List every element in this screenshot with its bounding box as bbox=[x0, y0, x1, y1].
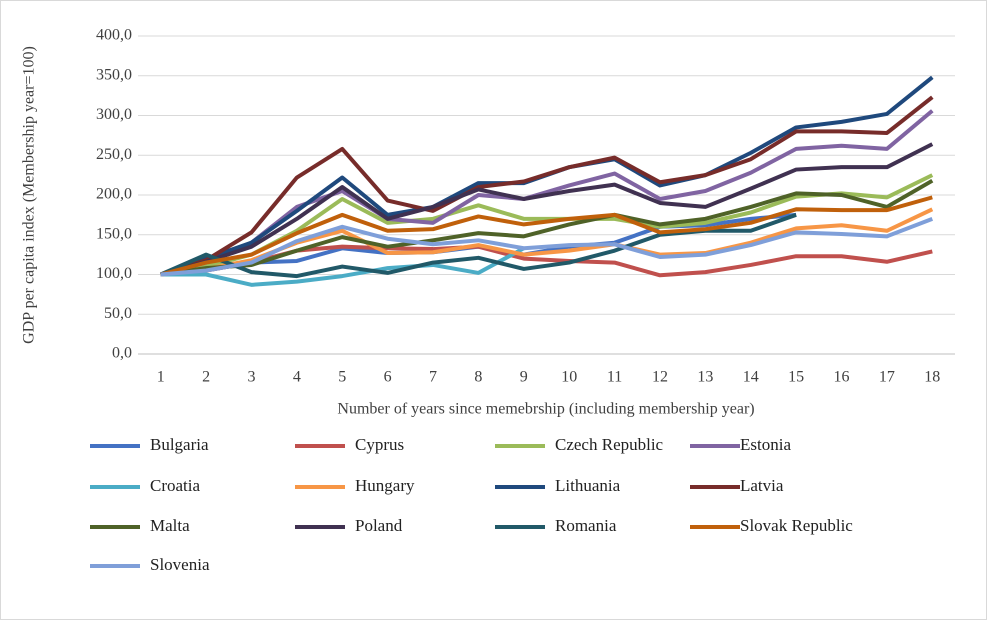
series-line bbox=[160, 142, 934, 277]
x-tick-label: 1 bbox=[157, 369, 165, 386]
x-tick-label: 7 bbox=[429, 369, 437, 386]
x-axis-label: Number of years since memebrship (includ… bbox=[337, 401, 754, 418]
legend-label: Bulgaria bbox=[150, 435, 209, 454]
series-line bbox=[160, 178, 934, 277]
legend-label: Hungary bbox=[355, 476, 415, 495]
y-tick-label: 0,0 bbox=[112, 345, 132, 362]
x-tick-label: 12 bbox=[652, 369, 668, 386]
legend-label: Estonia bbox=[740, 435, 791, 454]
legend-label: Latvia bbox=[740, 476, 784, 495]
y-tick-label: 350,0 bbox=[96, 66, 132, 83]
x-tick-label: 8 bbox=[474, 369, 482, 386]
legend-label: Cyprus bbox=[355, 435, 404, 454]
legend-label: Lithuania bbox=[555, 476, 621, 495]
x-tick-label: 10 bbox=[561, 369, 577, 386]
x-tick-label: 4 bbox=[293, 369, 301, 386]
series-line bbox=[160, 246, 525, 287]
x-tick-label: 2 bbox=[202, 369, 210, 386]
legend-label: Romania bbox=[555, 516, 617, 535]
x-tick-label: 14 bbox=[743, 369, 759, 386]
legend-label: Poland bbox=[355, 516, 403, 535]
x-tick-label: 18 bbox=[924, 369, 940, 386]
series-line bbox=[160, 216, 934, 277]
y-tick-label: 300,0 bbox=[96, 106, 132, 123]
series-line bbox=[160, 109, 934, 277]
x-tick-label: 5 bbox=[338, 369, 346, 386]
y-tick-label: 250,0 bbox=[96, 146, 132, 163]
y-tick-label: 150,0 bbox=[96, 225, 132, 242]
x-tick-label: 6 bbox=[384, 369, 392, 386]
x-tick-label: 15 bbox=[788, 369, 804, 386]
y-tick-label: 200,0 bbox=[96, 186, 132, 203]
x-tick-label: 16 bbox=[834, 369, 850, 386]
legend-label: Slovenia bbox=[150, 555, 210, 574]
x-tick-label: 9 bbox=[520, 369, 528, 386]
x-tick-label: 13 bbox=[697, 369, 713, 386]
x-tick-label: 3 bbox=[247, 369, 255, 386]
legend-label: Slovak Republic bbox=[740, 516, 853, 535]
legend: Bulgaria Cyprus Czech Republic Estonia Croat… bbox=[90, 435, 853, 574]
x-tick-label: 17 bbox=[879, 369, 895, 386]
y-tick-label: 100,0 bbox=[96, 265, 132, 282]
series-line bbox=[160, 195, 933, 277]
x-tick-label: 11 bbox=[607, 369, 622, 386]
y-tick-label: 400,0 bbox=[96, 27, 132, 44]
legend-label: Czech Republic bbox=[555, 435, 664, 454]
series-line bbox=[160, 95, 934, 277]
y-tick-label: 50,0 bbox=[104, 305, 132, 322]
legend-label: Malta bbox=[150, 516, 190, 535]
legend-label: Croatia bbox=[150, 476, 200, 495]
y-axis-label: GDP per capita index (Membership year=10… bbox=[21, 46, 38, 344]
